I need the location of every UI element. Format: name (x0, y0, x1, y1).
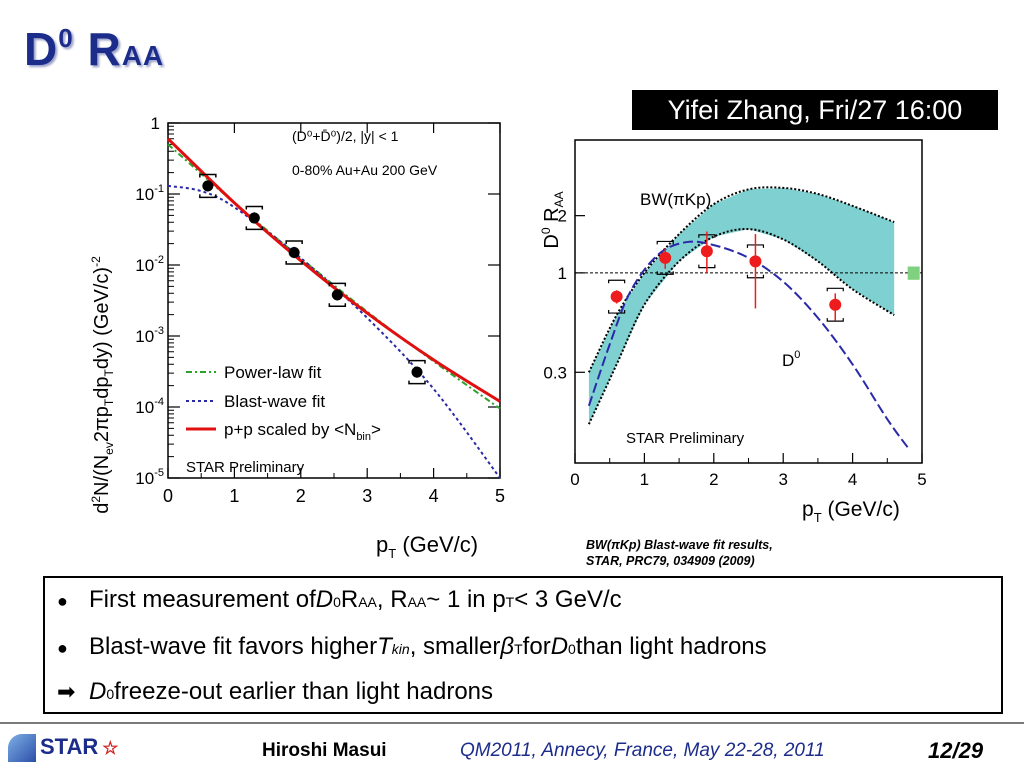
footer-conference: QM2011, Annecy, France, May 22-28, 2011 (460, 740, 825, 761)
spectrum-y-tick-label: 10-2 (135, 254, 164, 275)
legend-pp-scaled-label: p+p scaled by <Nbin> (224, 420, 381, 443)
raa-data-point (700, 245, 713, 258)
spectrum-y-axis-title: d2N/(Nev2πpTdpTdy) (GeV/c)-2 (89, 256, 116, 514)
raa-x-tick-label: 0 (570, 470, 579, 489)
star-icon: ☆ (102, 738, 119, 758)
spectrum-y-tick-label: 10-5 (135, 467, 164, 488)
bullet-dot-icon: ● (57, 591, 68, 611)
spectrum-y-tick-label: 1 (151, 114, 160, 133)
raa-data-point (829, 298, 842, 311)
spectrum-x-tick-label: 0 (163, 486, 173, 506)
raa-y-tick-label: 1 (558, 264, 567, 283)
arrow-right-icon: ➡ (57, 679, 76, 704)
spectrum-x-tick-label: 3 (362, 486, 372, 506)
star-logo: STAR ☆ (8, 734, 119, 763)
spectrum-legend: Power-law fit Blast-wave fit p+p scaled … (186, 363, 381, 443)
spectrum-y-tick-label: 10-3 (135, 325, 164, 346)
raa-data-point (610, 290, 623, 303)
raa-y-axis-title: D0 RAA (539, 191, 566, 248)
legend-blast-wave-label: Blast-wave fit (224, 392, 325, 411)
spectrum-data-point (248, 212, 260, 224)
spectrum-sys-bracket (408, 359, 426, 385)
raa-preliminary-label: STAR Preliminary (626, 430, 745, 447)
spectrum-annotation-selection: (D⁰+D̄⁰)/2, |y| < 1 (292, 128, 399, 144)
raa-y-tick-label: 0.3 (543, 363, 567, 382)
slide-title: D0 RAA (24, 22, 165, 75)
spectrum-x-tick-label: 5 (495, 486, 505, 506)
spectrum-annotation-system: 0-80% Au+Au 200 GeV (292, 162, 438, 178)
spectrum-x-tick-label: 1 (229, 486, 239, 506)
spectrum-sys-bracket (245, 205, 264, 231)
talk-reference-text: Yifei Zhang, Fri/27 16:00 (667, 94, 963, 125)
spectrum-y-tick-label: 10-1 (135, 183, 164, 204)
spectrum-preliminary-label: STAR Preliminary (186, 459, 305, 476)
spectrum-data-point (288, 246, 300, 258)
raa-x-tick-label: 4 (848, 470, 857, 489)
raa-sys-bracket (608, 279, 626, 314)
star-logo-icon (8, 734, 36, 763)
raa-sys-bracket (656, 240, 674, 275)
bullet-dot-icon: ● (57, 638, 68, 658)
spectrum-y-tick-label: 10-4 (135, 396, 164, 417)
raa-curve-label: D0 (782, 349, 800, 370)
spectrum-data-point (202, 180, 214, 192)
spectrum-x-tick-label: 2 (296, 486, 306, 506)
spectrum-x-tick-label: 4 (429, 486, 439, 506)
raa-x-tick-label: 3 (778, 470, 787, 489)
spectrum-data-point (331, 289, 343, 301)
raa-sys-bracket (826, 287, 844, 322)
spectrum-sys-bracket (199, 173, 217, 199)
figure-caption: BW(πKp) Blast-wave fit results, STAR, PR… (586, 537, 773, 569)
raa-normalization-box (907, 266, 920, 280)
talk-reference-box: Yifei Zhang, Fri/27 16:00 (632, 90, 998, 130)
pp-scaled-line (166, 137, 501, 403)
d0-blast-wave-curve (587, 240, 909, 449)
footer-divider (0, 722, 1024, 724)
legend-power-law-label: Power-law fit (224, 363, 322, 382)
spectrum-sys-bracket (285, 240, 303, 265)
raa-x-tick-label: 1 (640, 470, 649, 489)
spectrum-x-axis-title: pT (GeV/c) (376, 532, 478, 561)
raa-x-tick-label: 2 (709, 470, 718, 489)
spectrum-chart: 0 1 2 3 4 5 1 10-1 10-2 10-3 10-4 10-5 d2N/(Nev2πpT… (89, 114, 505, 561)
footer-author: Hiroshi Masui (262, 740, 387, 761)
raa-chart: 0 1 2 3 4 5 2 1 0.3 D0 RAA pT (GeV/c) BW(πKp) D0… (539, 139, 927, 525)
raa-band-label: BW(πKp) (640, 190, 711, 209)
bw-band-fill (588, 187, 895, 425)
raa-y-tick-label: 2 (558, 207, 567, 226)
caption-line-2: STAR, PRC79, 034909 (2009) (586, 554, 755, 568)
bw-band-lower-edge (587, 228, 895, 425)
raa-data-point (659, 251, 672, 264)
caption-line-1: BW(πKp) Blast-wave fit results, (586, 538, 773, 552)
raa-data-point (749, 255, 762, 268)
spectrum-data-point (411, 366, 423, 378)
raa-x-axis-title: pT (GeV/c) (802, 498, 900, 525)
page-number: 12/29 (928, 738, 984, 763)
raa-x-tick-label: 5 (917, 470, 926, 489)
spectrum-sys-bracket (328, 282, 347, 308)
